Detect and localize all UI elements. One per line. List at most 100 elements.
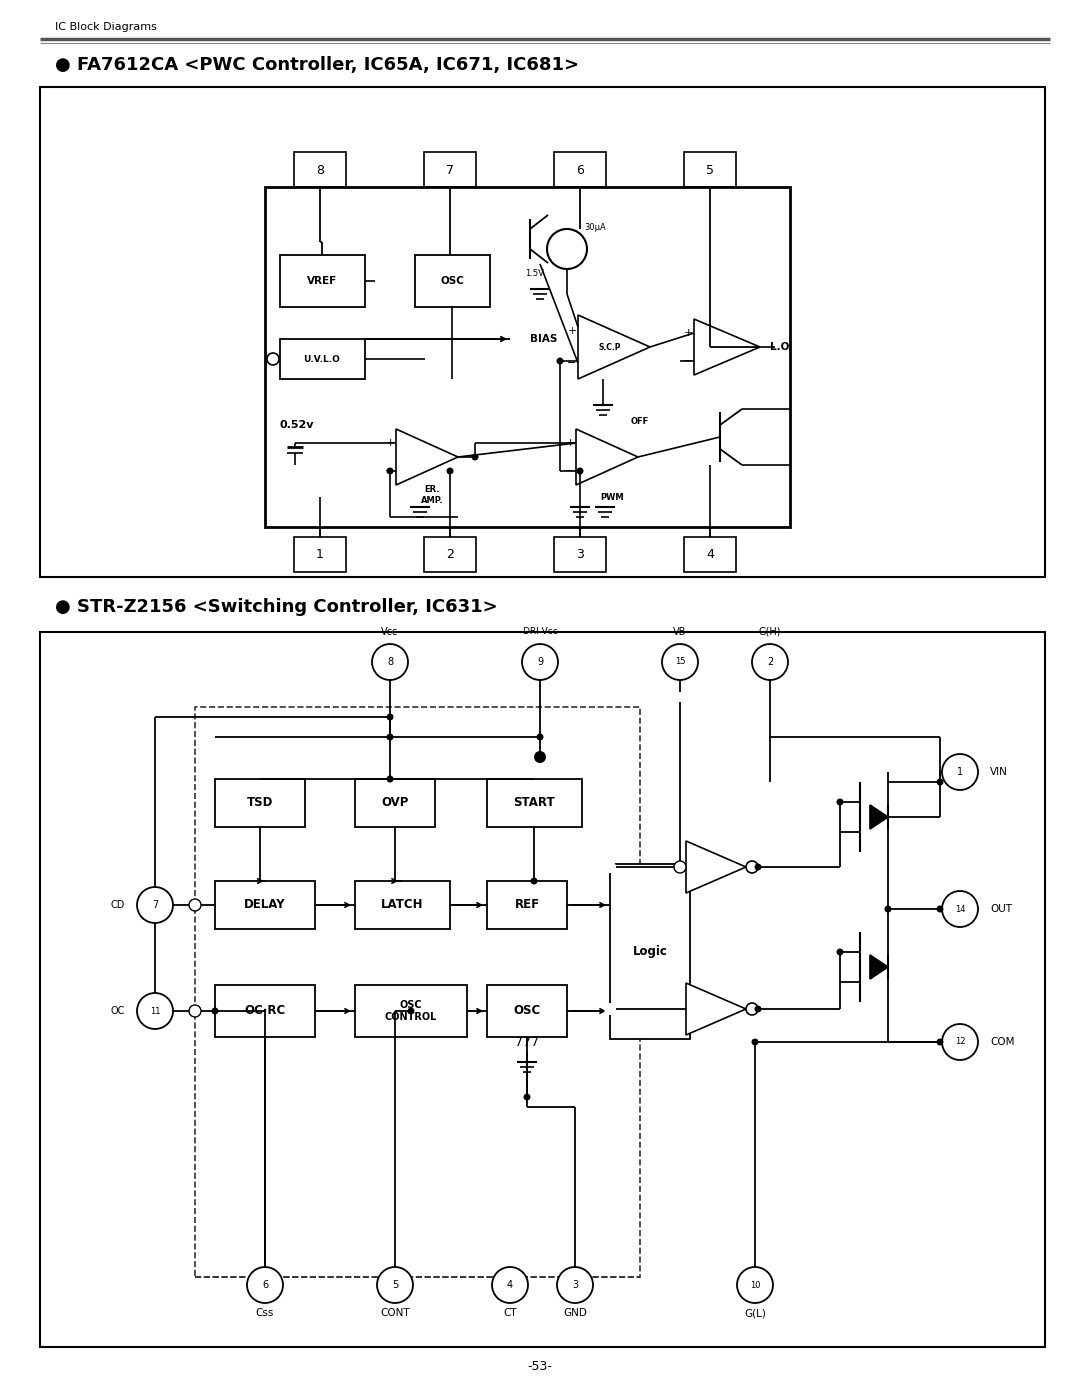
- Polygon shape: [694, 319, 760, 374]
- Circle shape: [885, 905, 891, 912]
- Bar: [280, 339, 365, 379]
- Bar: [424, 536, 476, 571]
- Bar: [280, 256, 365, 307]
- Circle shape: [746, 1003, 758, 1016]
- Circle shape: [387, 714, 393, 721]
- Text: 3: 3: [572, 1280, 578, 1289]
- Text: +: +: [567, 326, 577, 337]
- Text: +: +: [565, 439, 575, 448]
- Circle shape: [377, 1267, 413, 1303]
- Text: 8: 8: [316, 163, 324, 176]
- Circle shape: [522, 644, 558, 680]
- Polygon shape: [686, 983, 746, 1035]
- Polygon shape: [396, 429, 458, 485]
- Circle shape: [534, 752, 546, 763]
- Circle shape: [674, 861, 686, 873]
- Bar: [215, 882, 315, 929]
- Text: ● STR-Z2156 <Switching Controller, IC631>: ● STR-Z2156 <Switching Controller, IC631…: [55, 598, 498, 616]
- Text: OSC: OSC: [440, 277, 464, 286]
- Bar: [355, 985, 467, 1037]
- Circle shape: [942, 754, 978, 789]
- Text: COM: COM: [990, 1037, 1014, 1046]
- Bar: [294, 536, 346, 571]
- Text: −: −: [386, 467, 394, 476]
- Polygon shape: [578, 314, 650, 379]
- Text: 1: 1: [957, 767, 963, 777]
- Text: −: −: [565, 467, 575, 476]
- Text: 1.5V: 1.5V: [526, 270, 544, 278]
- Text: BIAS: BIAS: [530, 334, 557, 344]
- Text: TSD: TSD: [247, 796, 273, 809]
- Text: 12: 12: [955, 1038, 966, 1046]
- Text: 1: 1: [316, 549, 324, 562]
- Text: 10: 10: [750, 1281, 760, 1289]
- Text: OVP: OVP: [381, 796, 408, 809]
- Bar: [415, 256, 490, 307]
- Circle shape: [260, 1273, 270, 1282]
- Circle shape: [472, 454, 478, 461]
- Text: -53-: -53-: [527, 1361, 553, 1373]
- Circle shape: [737, 1267, 773, 1303]
- Text: 11: 11: [150, 1006, 160, 1016]
- Circle shape: [557, 1267, 593, 1303]
- Text: OC·RC: OC·RC: [244, 1004, 285, 1017]
- Circle shape: [570, 1273, 580, 1282]
- Text: CONT: CONT: [380, 1308, 409, 1317]
- Circle shape: [189, 900, 201, 911]
- Text: OSC: OSC: [513, 1004, 541, 1017]
- Bar: [195, 707, 640, 1277]
- Circle shape: [936, 1038, 944, 1045]
- Bar: [355, 780, 435, 827]
- Text: OFF: OFF: [631, 418, 649, 426]
- Circle shape: [942, 891, 978, 928]
- Text: +: +: [684, 328, 692, 338]
- Circle shape: [537, 733, 543, 740]
- Text: 4: 4: [706, 549, 714, 562]
- Text: U.V.L.O: U.V.L.O: [303, 355, 340, 363]
- Text: G(L): G(L): [744, 1308, 766, 1317]
- Text: 30μA: 30μA: [584, 222, 606, 232]
- Text: CD: CD: [110, 900, 125, 909]
- Text: ● FA7612CA <PWC Controller, IC65A, IC671, IC681>: ● FA7612CA <PWC Controller, IC65A, IC671…: [55, 56, 579, 74]
- Text: CT: CT: [503, 1308, 517, 1317]
- Circle shape: [662, 644, 698, 680]
- Text: Vcc: Vcc: [381, 627, 399, 637]
- Bar: [424, 152, 476, 187]
- Text: IC Block Diagrams: IC Block Diagrams: [55, 22, 157, 32]
- Bar: [684, 152, 735, 187]
- Circle shape: [247, 1267, 283, 1303]
- Text: VB: VB: [673, 627, 687, 637]
- Text: START: START: [513, 796, 555, 809]
- Text: REF: REF: [514, 898, 540, 911]
- Circle shape: [936, 905, 944, 912]
- Circle shape: [755, 863, 761, 870]
- Text: GND: GND: [563, 1308, 586, 1317]
- Text: VREF: VREF: [307, 277, 337, 286]
- Text: OUT: OUT: [990, 904, 1012, 914]
- Text: VIN: VIN: [990, 767, 1008, 777]
- Circle shape: [577, 468, 583, 475]
- Bar: [554, 152, 606, 187]
- Text: OSC
CONTROL: OSC CONTROL: [384, 1000, 437, 1021]
- Text: 3: 3: [576, 549, 584, 562]
- Text: +: +: [386, 439, 394, 448]
- Text: OC: OC: [110, 1006, 125, 1016]
- Circle shape: [837, 949, 843, 956]
- Circle shape: [752, 1038, 758, 1045]
- Text: 6: 6: [576, 163, 584, 176]
- Bar: [684, 536, 735, 571]
- Text: 14: 14: [955, 904, 966, 914]
- Circle shape: [137, 887, 173, 923]
- Text: 0.52v: 0.52v: [280, 420, 314, 430]
- Circle shape: [837, 799, 843, 806]
- Circle shape: [604, 1003, 616, 1016]
- Bar: [554, 536, 606, 571]
- Circle shape: [524, 1094, 530, 1101]
- Polygon shape: [576, 429, 638, 485]
- Text: 6: 6: [262, 1280, 268, 1289]
- Text: 2: 2: [767, 657, 773, 666]
- Bar: [215, 985, 315, 1037]
- Circle shape: [387, 468, 393, 475]
- Circle shape: [936, 778, 944, 785]
- Text: 8: 8: [387, 657, 393, 666]
